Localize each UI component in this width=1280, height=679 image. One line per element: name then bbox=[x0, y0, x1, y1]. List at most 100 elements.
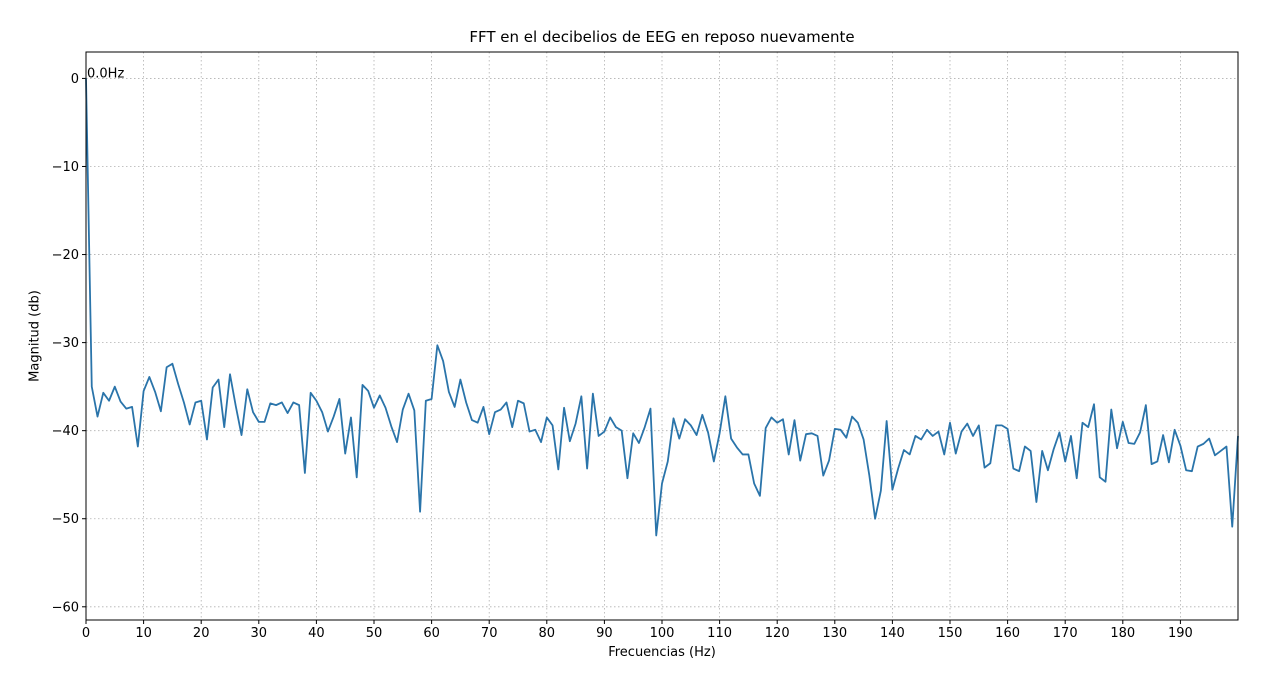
data-point bbox=[667, 461, 668, 462]
data-point bbox=[379, 395, 380, 396]
data-point bbox=[396, 442, 397, 443]
data-point bbox=[615, 427, 616, 428]
x-tick-label-80: 80 bbox=[539, 626, 556, 641]
data-point bbox=[287, 412, 288, 413]
data-point bbox=[489, 434, 490, 435]
data-point bbox=[252, 412, 253, 413]
data-point bbox=[1065, 461, 1066, 462]
y-tick-label-5: −50 bbox=[52, 512, 79, 527]
data-point bbox=[281, 402, 282, 403]
data-point bbox=[794, 419, 795, 420]
y-tick-label-4: −40 bbox=[52, 424, 79, 439]
data-point bbox=[460, 379, 461, 380]
data-point bbox=[1122, 421, 1123, 422]
data-point bbox=[1180, 445, 1181, 446]
data-point bbox=[926, 429, 927, 430]
data-point bbox=[1157, 461, 1158, 462]
data-point bbox=[633, 433, 634, 434]
data-point bbox=[1019, 471, 1020, 472]
x-tick-label-170: 170 bbox=[1053, 626, 1078, 641]
data-point bbox=[886, 420, 887, 421]
data-point bbox=[765, 427, 766, 428]
data-point bbox=[466, 402, 467, 403]
data-point bbox=[443, 360, 444, 361]
x-tick-label-60: 60 bbox=[423, 626, 440, 641]
data-point bbox=[137, 446, 138, 447]
data-point bbox=[731, 438, 732, 439]
data-point bbox=[1076, 478, 1077, 479]
data-point bbox=[535, 429, 536, 430]
data-point bbox=[1168, 462, 1169, 463]
peak-annotation: 0.0Hz bbox=[87, 66, 124, 81]
data-point bbox=[425, 400, 426, 401]
grid-lines bbox=[85, 52, 1238, 620]
data-point bbox=[875, 518, 876, 519]
data-point bbox=[166, 367, 167, 368]
data-point bbox=[454, 406, 455, 407]
data-point bbox=[1163, 434, 1164, 435]
data-point bbox=[402, 409, 403, 410]
x-tick-label-100: 100 bbox=[650, 626, 675, 641]
data-point bbox=[696, 434, 697, 435]
x-tick-label-20: 20 bbox=[193, 626, 210, 641]
data-point bbox=[362, 384, 363, 385]
data-point bbox=[114, 386, 115, 387]
data-point bbox=[500, 409, 501, 410]
x-tick-label-90: 90 bbox=[596, 626, 613, 641]
data-point bbox=[1099, 477, 1100, 478]
data-point bbox=[1001, 425, 1002, 426]
data-point bbox=[414, 410, 415, 411]
data-point bbox=[903, 449, 904, 450]
data-point bbox=[160, 411, 161, 412]
data-point bbox=[373, 407, 374, 408]
data-point bbox=[1007, 428, 1008, 429]
data-point bbox=[690, 425, 691, 426]
data-point bbox=[345, 453, 346, 454]
data-point bbox=[984, 467, 985, 468]
data-point bbox=[834, 428, 835, 429]
data-point bbox=[1082, 422, 1083, 423]
data-point bbox=[1013, 468, 1014, 469]
data-point bbox=[621, 430, 622, 431]
data-point bbox=[713, 461, 714, 462]
data-point bbox=[235, 405, 236, 406]
data-point bbox=[1186, 470, 1187, 471]
data-point bbox=[1226, 446, 1227, 447]
data-point bbox=[1053, 449, 1054, 450]
data-point bbox=[610, 417, 611, 418]
data-point bbox=[149, 376, 150, 377]
series-line-magnitud bbox=[85, 78, 1239, 537]
x-tick-label-40: 40 bbox=[308, 626, 325, 641]
data-point bbox=[967, 423, 968, 424]
data-point bbox=[938, 431, 939, 432]
data-point bbox=[189, 424, 190, 425]
data-point bbox=[155, 391, 156, 392]
data-point bbox=[270, 403, 271, 404]
data-point bbox=[944, 454, 945, 455]
data-point bbox=[195, 402, 196, 403]
y-tick-label-6: −60 bbox=[52, 600, 79, 615]
data-point bbox=[385, 407, 386, 408]
data-point bbox=[304, 472, 305, 473]
data-point bbox=[748, 454, 749, 455]
data-point bbox=[258, 421, 259, 422]
x-tick-label-70: 70 bbox=[481, 626, 498, 641]
data-point bbox=[97, 416, 98, 417]
data-point bbox=[512, 427, 513, 428]
data-point bbox=[264, 421, 265, 422]
data-point bbox=[178, 383, 179, 384]
data-point bbox=[316, 400, 317, 401]
data-point bbox=[592, 393, 593, 394]
data-point bbox=[506, 402, 507, 403]
data-point bbox=[494, 412, 495, 413]
data-point bbox=[569, 441, 570, 442]
data-point bbox=[523, 403, 524, 404]
data-point bbox=[247, 389, 248, 390]
data-point bbox=[143, 390, 144, 391]
data-point bbox=[131, 406, 132, 407]
data-point bbox=[293, 402, 294, 403]
data-point bbox=[817, 435, 818, 436]
data-point bbox=[742, 454, 743, 455]
axes-frame bbox=[85, 51, 1239, 621]
data-point bbox=[805, 434, 806, 435]
